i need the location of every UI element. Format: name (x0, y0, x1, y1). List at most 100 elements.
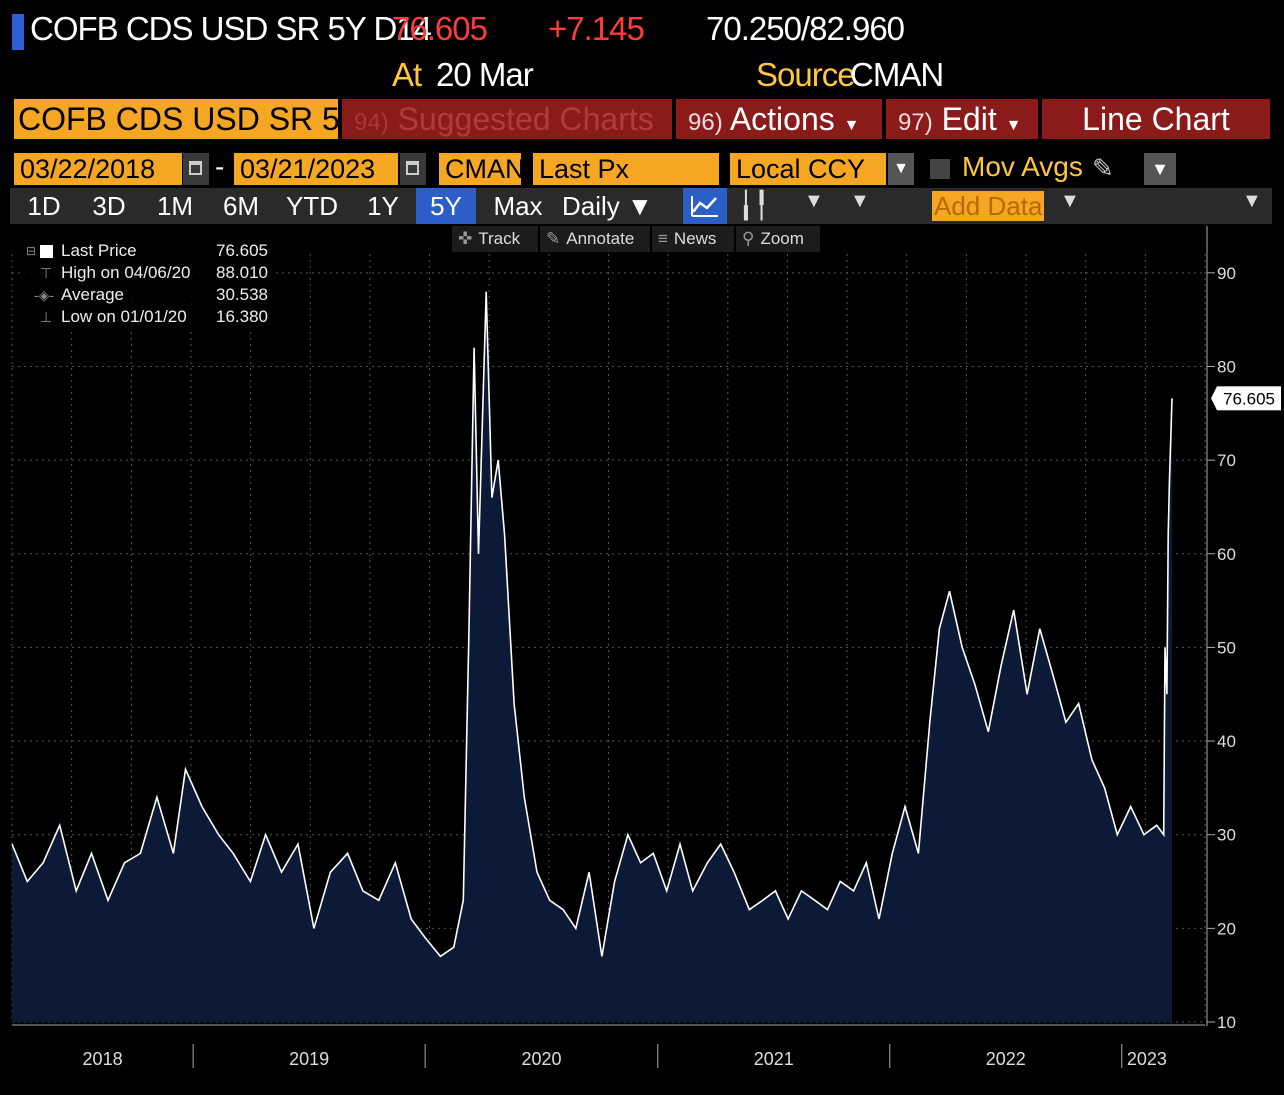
source-value: CMAN (850, 56, 944, 93)
price-field-select[interactable]: Last Px (533, 153, 719, 185)
news-icon: ≡ (658, 229, 668, 248)
price-change: +7.145 (548, 10, 645, 47)
mov-avgs-checkbox[interactable] (930, 159, 950, 179)
legend-row: ⊤ High on 04/06/20 88.010 (20, 262, 274, 284)
chevron-down-icon: ▼ (1005, 117, 1022, 134)
annotate-label: Annotate (566, 229, 635, 248)
range-max[interactable]: Max (493, 191, 543, 221)
pricing-source-field[interactable]: CMAN (439, 153, 521, 185)
legend-value: 76.605 (216, 241, 268, 260)
x-tick-label: 2021 (754, 1049, 794, 1069)
zoom-label: Zoom (760, 229, 804, 248)
end-date-field[interactable]: 03/21/2023 (234, 153, 398, 185)
price-line (11, 291, 1173, 958)
average-marker-icon: -◈- (34, 287, 55, 303)
range-ytd[interactable]: YTD (286, 191, 338, 221)
zoom-button[interactable]: ⚲ Zoom (736, 226, 820, 252)
security-color-marker (12, 14, 24, 50)
range-5y[interactable]: 5Y (416, 188, 476, 224)
legend-value: 88.010 (216, 263, 268, 282)
edit-number: 97) (898, 109, 933, 136)
track-button[interactable]: ✜ Track (452, 226, 538, 252)
x-axis: 2018 2019 2020 2021 2022 2023 (12, 1024, 1205, 1069)
news-label: News (673, 229, 717, 248)
filter-dropdown-icon[interactable]: ▼ (850, 190, 870, 212)
bar-chart-icon[interactable]: ╽╿ (738, 190, 770, 220)
last-price-label: 76.605 (1211, 386, 1281, 411)
periodicity-select[interactable]: Daily ▼ (562, 188, 653, 224)
pencil-icon[interactable]: ✎ (1092, 153, 1114, 183)
filter-dropdown-icon[interactable]: ▼ (1144, 153, 1176, 185)
legend-label: Low on 01/01/20 (61, 307, 187, 326)
calendar-icon[interactable] (400, 153, 426, 185)
range-toolbar (10, 188, 1272, 224)
series-color-swatch (40, 245, 53, 258)
source-label: Source (756, 56, 856, 93)
range-1m[interactable]: 1M (156, 191, 194, 221)
last-price-pointer (1211, 386, 1217, 411)
filter-dropdown-icon[interactable]: ▼ (1060, 190, 1080, 212)
line-chart-button[interactable]: Line Chart (1042, 99, 1270, 139)
y-tick-label: 40 (1217, 732, 1236, 751)
chevron-down-icon[interactable]: ▼ (888, 153, 914, 185)
pencil-icon: ✎ (546, 229, 561, 248)
legend-row[interactable]: ⊟ Last Price 76.605 (20, 240, 274, 262)
collapse-icon[interactable]: ⊟ (26, 244, 37, 258)
low-marker-icon: ⊥ (40, 309, 53, 325)
date-separator: - (215, 151, 225, 182)
x-tick-label: 2018 (83, 1049, 123, 1069)
range-6m[interactable]: 6M (222, 191, 260, 221)
range-1d[interactable]: 1D (27, 191, 61, 221)
range-1y[interactable]: 1Y (367, 191, 399, 221)
crosshair-icon: ✜ (458, 229, 473, 248)
calendar-icon[interactable] (183, 153, 209, 185)
x-tick-label: 2019 (289, 1049, 329, 1069)
y-tick-label: 30 (1217, 826, 1236, 845)
last-price-box (1217, 386, 1281, 411)
annotate-button[interactable]: ✎ Annotate (540, 226, 650, 252)
edit-menu[interactable]: 97) Edit ▼ (886, 99, 1038, 139)
suggested-charts-number: 94) (354, 109, 389, 136)
as-of-date: 20 Mar (436, 56, 534, 93)
y-tick-label: 50 (1217, 638, 1236, 657)
y-tick-label: 10 (1217, 1013, 1236, 1032)
mov-avgs-label: Mov Avgs (962, 151, 1083, 182)
x-tick-label: 2020 (521, 1049, 561, 1069)
legend-label: High on 04/06/20 (61, 263, 191, 282)
filter-dropdown-icon[interactable]: ▼ (1242, 190, 1262, 212)
security-field[interactable]: COFB CDS USD SR 5Y (14, 99, 338, 139)
x-tick-label: 2023 (1127, 1049, 1167, 1069)
high-marker-icon: ⊤ (40, 265, 53, 281)
edit-label: Edit (941, 101, 997, 137)
ticker-title: COFB CDS USD SR 5Y D14 (30, 10, 432, 47)
legend-label: Average (61, 285, 125, 304)
chevron-down-icon: ▼ (843, 117, 860, 134)
chevron-down-icon[interactable]: ▼ (804, 190, 824, 212)
periodicity-label: Daily (562, 191, 620, 221)
y-axis: 10 20 30 40 50 60 70 80 90 (1206, 226, 1236, 1032)
actions-label: Actions (729, 101, 835, 137)
chart-legend: ⊟ Last Price 76.605 ⊤ High on 04/06/20 8… (20, 236, 274, 332)
price-area-fill (12, 291, 1172, 1023)
last-price-value: 76.605 (1223, 389, 1275, 408)
actions-menu[interactable]: 96) Actions ▼ (676, 99, 882, 139)
currency-select[interactable]: Local CCY (730, 153, 886, 185)
y-tick-label: 90 (1217, 264, 1236, 283)
legend-row: -◈- Average 30.538 (20, 284, 274, 306)
y-tick-label: 80 (1217, 357, 1236, 376)
range-3d[interactable]: 3D (92, 191, 126, 221)
suggested-charts-button[interactable]: 94) Suggested Charts (342, 99, 672, 139)
suggested-charts-label: Suggested Charts (397, 101, 654, 137)
legend-row: ⊥ Low on 01/01/20 16.380 (20, 306, 274, 328)
news-button[interactable]: ≡ News (652, 226, 734, 252)
line-chart-icon[interactable] (683, 188, 727, 224)
last-price: 76.605 (392, 10, 488, 47)
start-date-field[interactable]: 03/22/2018 (14, 153, 182, 185)
y-tick-label: 60 (1217, 545, 1236, 564)
y-tick-label: 20 (1217, 919, 1236, 938)
actions-number: 96) (688, 109, 723, 136)
legend-value: 16.380 (216, 307, 268, 326)
add-data-field[interactable]: Add Data (932, 191, 1044, 221)
track-label: Track (478, 229, 521, 248)
